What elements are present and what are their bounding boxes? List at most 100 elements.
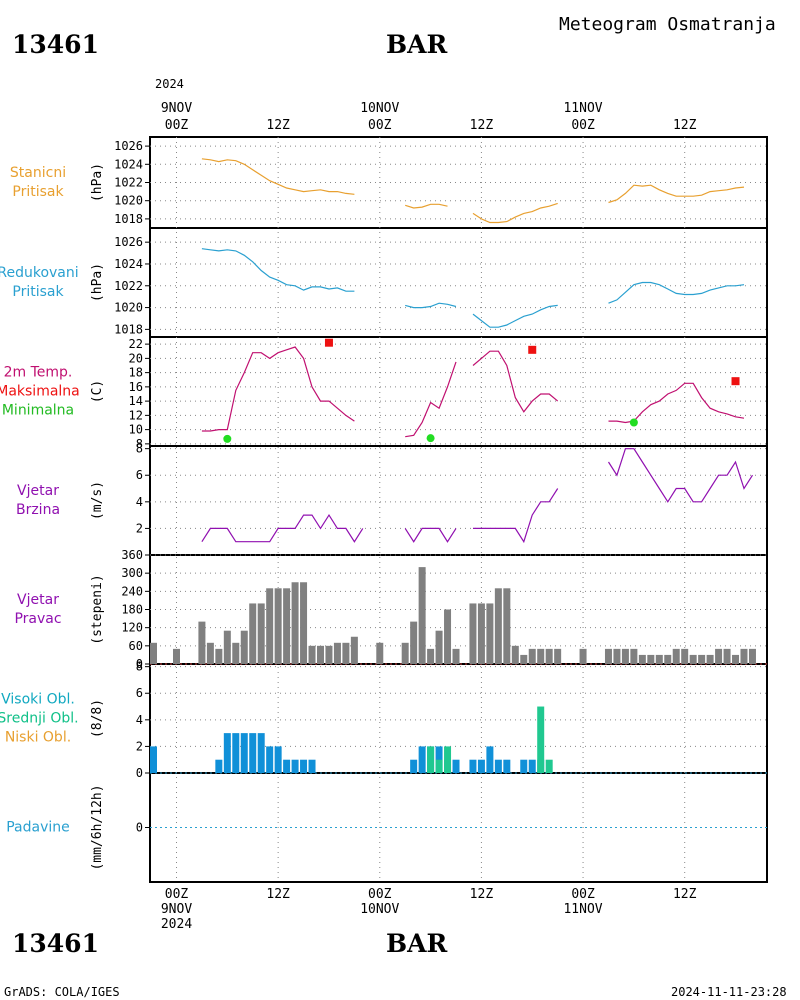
cloud-cover-bar [410, 759, 418, 773]
wind-direction-bar [537, 648, 545, 664]
y-axis-label: (stepeni) [90, 574, 105, 644]
y-tick-label: 16 [129, 380, 143, 394]
wind-direction-bar [545, 648, 553, 664]
wind-direction-bar [215, 648, 223, 664]
time-label-top: 11NOV [563, 101, 602, 116]
max-temp-marker [731, 377, 740, 386]
cloud-cover-bar [520, 759, 528, 773]
wind-direction-bar [266, 588, 274, 664]
y-tick-label: 180 [121, 603, 143, 617]
wind-direction-bar [435, 630, 443, 664]
wind-direction-bar [333, 642, 341, 664]
y-tick-label: 0 [136, 766, 143, 780]
series-line [473, 488, 559, 544]
station-name-bottom: BAR [386, 929, 448, 958]
wind-direction-bar [511, 645, 519, 664]
cloud-cover-bar [274, 746, 282, 773]
cloud-cover-bar [469, 759, 477, 773]
y-axis-label: (8/8) [90, 699, 105, 738]
wind-direction-bar [579, 648, 587, 664]
wind-direction-bar [706, 654, 714, 664]
y-tick-label: 120 [121, 621, 143, 635]
time-label-top: 9NOV [161, 101, 192, 116]
cloud-cover-bar [494, 759, 502, 773]
wind-direction-bar [698, 654, 706, 664]
time-label-bottom: 00Z [571, 887, 595, 902]
series-line [472, 350, 559, 413]
wind-direction-bar [198, 621, 206, 664]
time-label-bottom: 9NOV [161, 902, 192, 917]
cloud-cover-bar [240, 733, 248, 773]
cloud-cover-bar [266, 746, 274, 773]
y-axis-label: (hPa) [90, 163, 105, 202]
cloud-cover-bar [452, 759, 460, 773]
panel-label: Vjetar [17, 483, 59, 499]
cloud-cover-bar [300, 759, 308, 773]
y-tick-label: 10 [129, 423, 143, 437]
footer-credit: GrADS: COLA/IGES [4, 985, 120, 999]
wind-direction-bar [520, 654, 528, 664]
series-line [405, 203, 448, 209]
time-label-top: 12Z [673, 118, 697, 133]
y-tick-label: 240 [121, 584, 143, 598]
wind-direction-bar [723, 648, 731, 664]
panel-label: Maksimalna [0, 384, 80, 400]
wind-direction-bar [410, 621, 418, 664]
station-id-top: 13461 [12, 30, 99, 59]
y-tick-label: 1018 [114, 212, 143, 226]
wind-direction-bar [308, 645, 316, 664]
cloud-cover-bar [537, 706, 545, 773]
y-tick-label: 8 [136, 442, 143, 456]
time-axis-year: 2024 [155, 77, 184, 91]
y-tick-label: 2 [136, 739, 143, 753]
panel-label: Pravac [14, 611, 61, 627]
y-tick-label: 1024 [114, 157, 143, 171]
y-tick-label: 12 [129, 408, 143, 422]
wind-direction-bar [150, 642, 157, 664]
wind-direction-bar [655, 654, 663, 664]
time-label-bottom: 2024 [161, 917, 192, 932]
panel-label: Stanicni [10, 165, 66, 181]
wind-direction-bar [740, 648, 748, 664]
wind-direction-bar [342, 642, 350, 664]
cloud-cover-bar [503, 759, 511, 773]
series-line [472, 202, 558, 224]
time-label-bottom: 10NOV [360, 902, 399, 917]
wind-direction-bar [249, 603, 257, 664]
cloud-cover-bar [545, 759, 553, 773]
series-line [201, 158, 355, 195]
wind-direction-bar [257, 603, 265, 664]
wind-direction-bar [291, 582, 299, 664]
y-tick-label: 360 [121, 548, 143, 562]
y-tick-label: 0 [136, 821, 143, 835]
y-tick-label: 8 [136, 660, 143, 674]
y-tick-label: 4 [136, 713, 143, 727]
time-label-top: 12Z [470, 118, 494, 133]
series-line [472, 304, 558, 328]
wind-direction-bar [613, 648, 621, 664]
wind-direction-bar [672, 648, 680, 664]
station-id-bottom: 13461 [12, 929, 99, 958]
cloud-cover-bar [257, 733, 265, 773]
y-tick-label: 2 [136, 521, 143, 535]
wind-direction-bar [401, 642, 409, 664]
panel-label: Brzina [16, 502, 60, 518]
wind-direction-bar [715, 648, 723, 664]
min-temp-marker [629, 418, 638, 427]
wind-direction-bar [418, 567, 426, 664]
y-axis-label: (m/s) [90, 481, 105, 520]
time-label-top: 10NOV [360, 101, 399, 116]
wind-direction-bar [647, 654, 655, 664]
cloud-cover-bar [308, 759, 316, 773]
wind-direction-bar [486, 603, 494, 664]
cloud-cover-bar [150, 746, 157, 773]
wind-direction-bar [503, 588, 511, 664]
wind-direction-bar [223, 630, 231, 664]
time-label-top: 12Z [266, 118, 290, 133]
series-line [201, 346, 355, 432]
series-line [607, 448, 754, 503]
y-tick-label: 1022 [114, 176, 143, 190]
wind-direction-bar [681, 648, 689, 664]
cloud-cover-bar [528, 759, 536, 773]
panel-label: Pritisak [12, 184, 64, 200]
